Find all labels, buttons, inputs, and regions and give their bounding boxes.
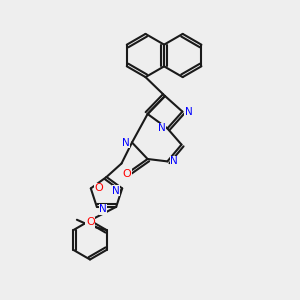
Text: N: N <box>170 156 178 167</box>
Text: N: N <box>185 106 193 117</box>
Text: O: O <box>94 183 103 194</box>
Text: N: N <box>112 186 120 196</box>
Text: O: O <box>122 169 131 179</box>
Text: N: N <box>158 123 166 134</box>
Text: N: N <box>99 204 107 214</box>
Text: N: N <box>122 137 130 148</box>
Text: O: O <box>86 217 95 227</box>
